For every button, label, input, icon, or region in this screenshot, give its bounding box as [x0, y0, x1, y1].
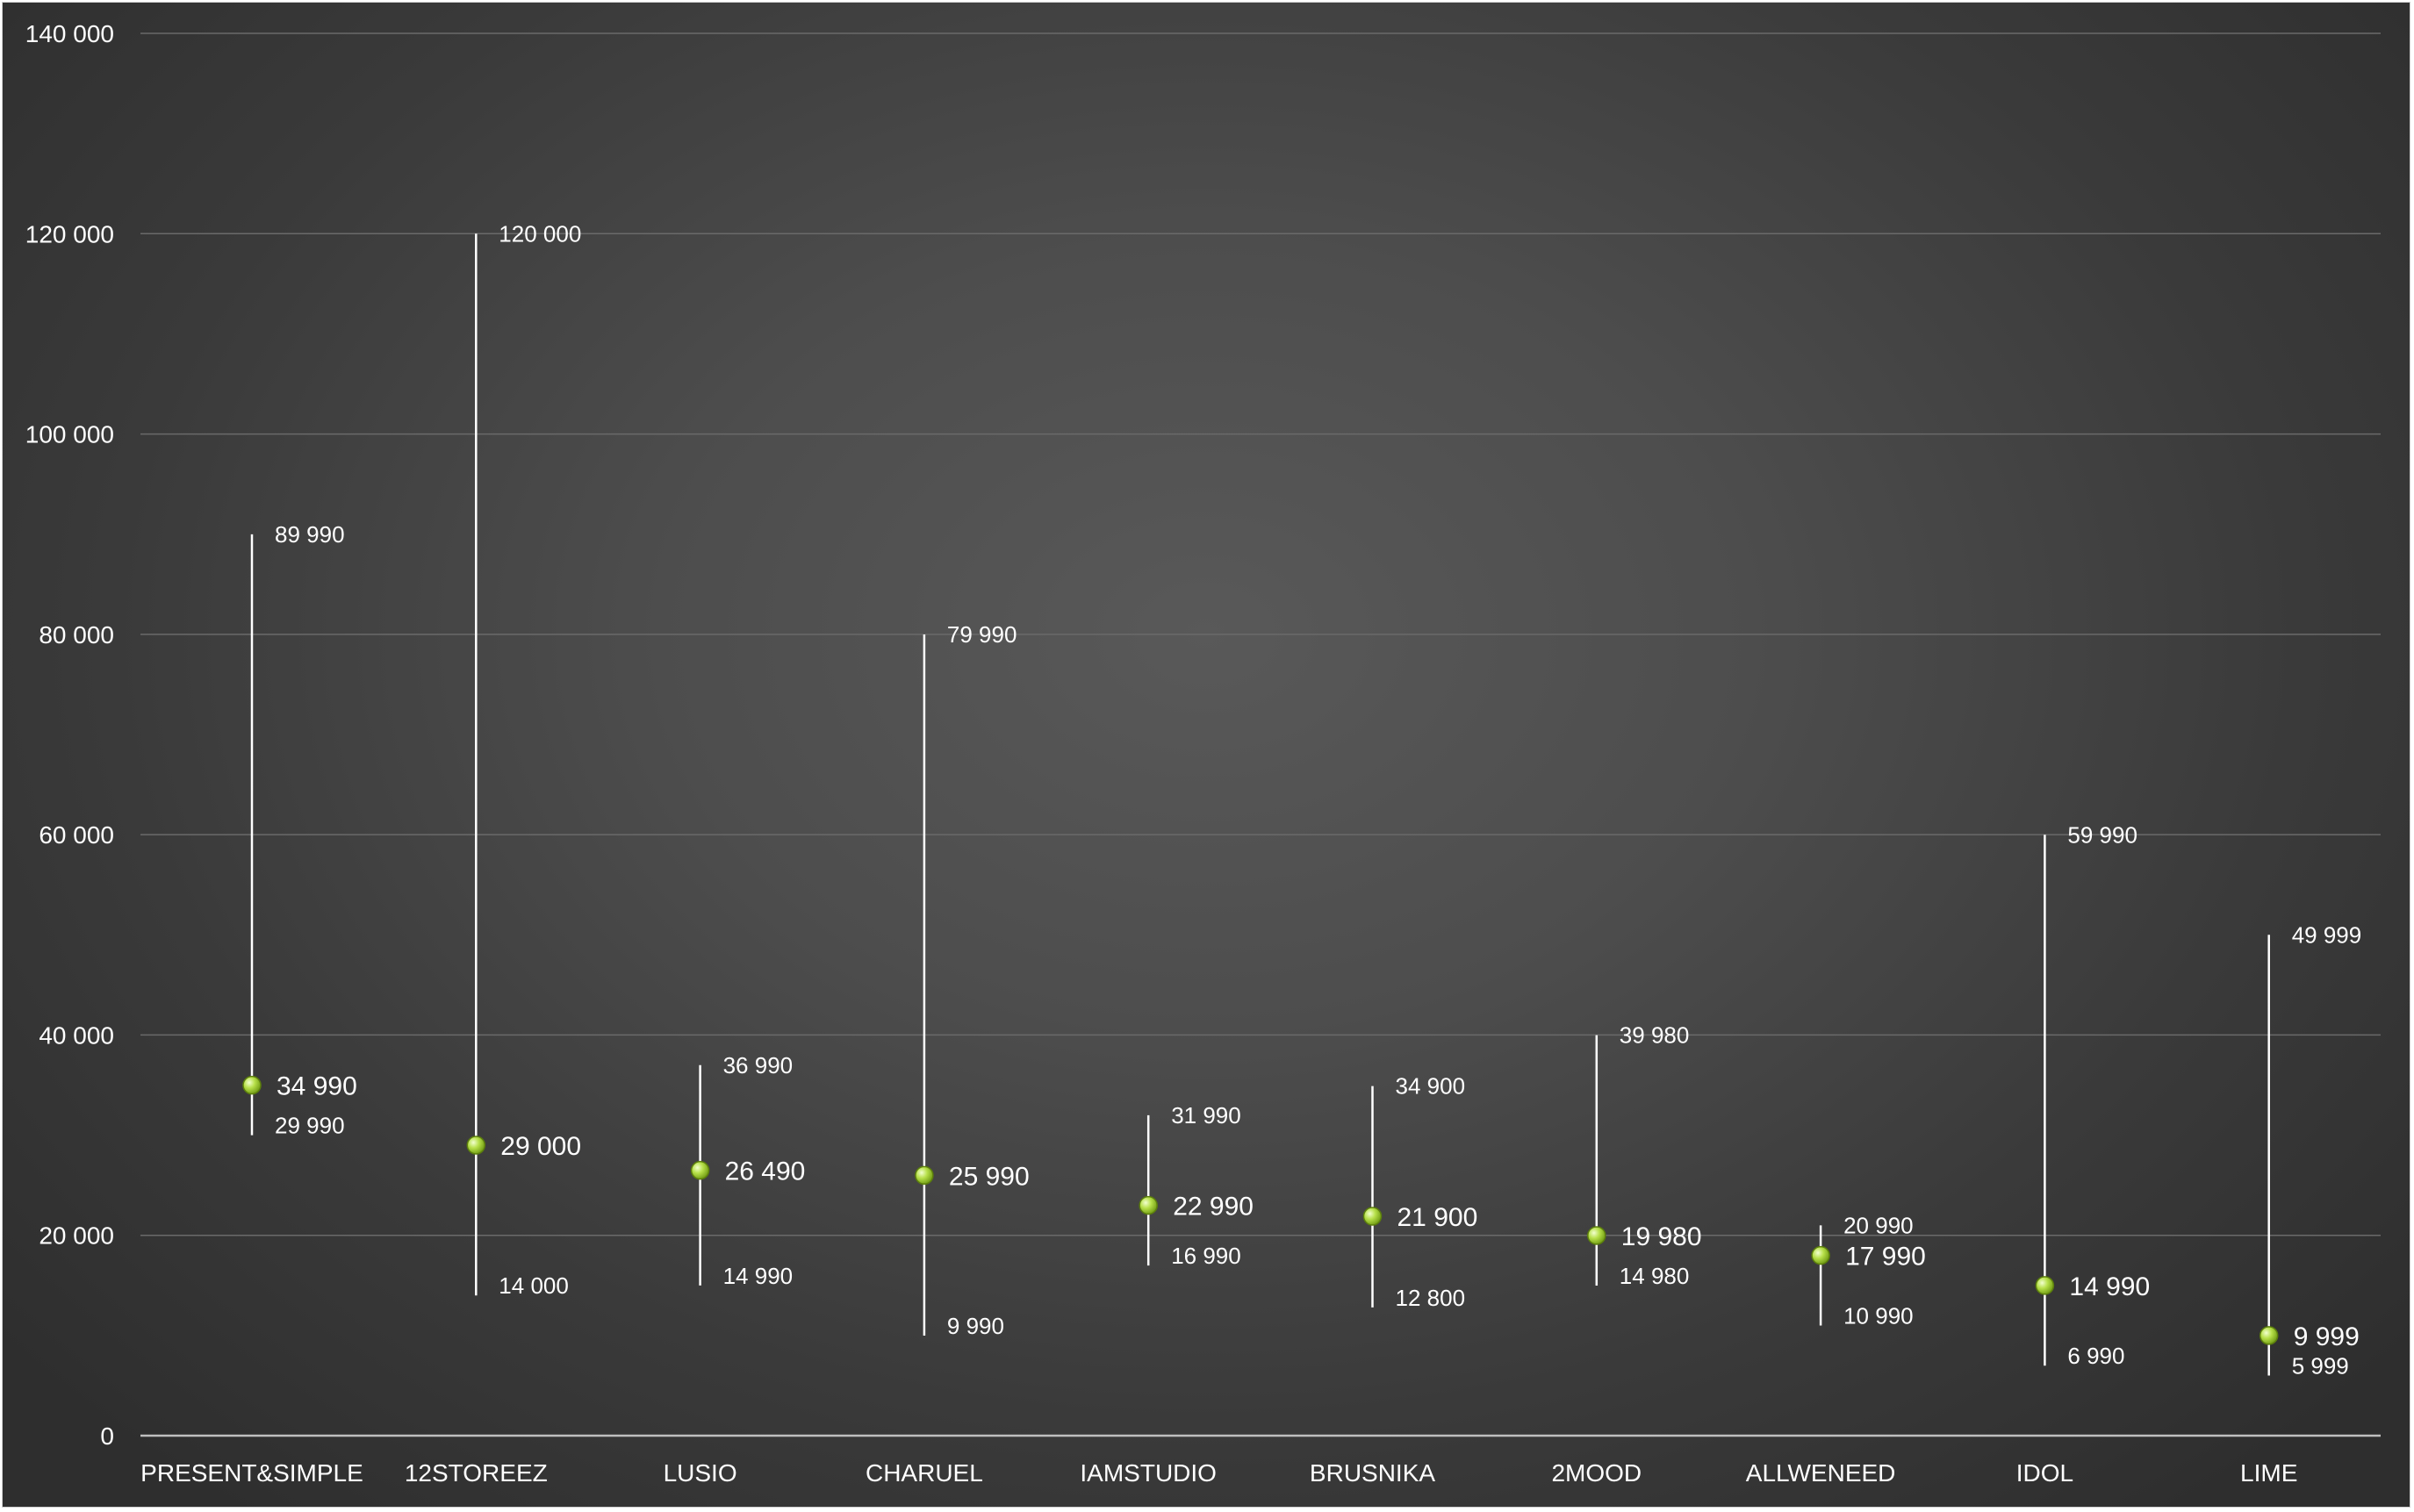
median-label: 29 000 — [500, 1132, 581, 1161]
x-tick-label: LIME — [2240, 1459, 2297, 1487]
high-label: 59 990 — [2067, 821, 2137, 848]
y-tick-label: 40 000 — [39, 1021, 114, 1049]
low-label: 5 999 — [2292, 1353, 2349, 1379]
median-label: 25 990 — [949, 1162, 1030, 1191]
median-marker — [1811, 1245, 1830, 1265]
low-label: 14 980 — [1620, 1263, 1690, 1289]
data-labels: 89 990 29 990 34 990 120 000 14 000 29 000 36 … — [275, 220, 2361, 1379]
y-tick-label: 80 000 — [39, 621, 114, 649]
high-label: 36 990 — [723, 1052, 794, 1078]
y-tick-label: 100 000 — [25, 421, 114, 448]
median-marker — [242, 1075, 262, 1095]
median-marker — [1587, 1226, 1606, 1245]
median-marker — [1362, 1207, 1383, 1226]
x-tick-label: 2MOOD — [1551, 1459, 1642, 1487]
x-tick-label: ALLWENEED — [1746, 1459, 1896, 1487]
low-label: 16 990 — [1171, 1243, 1241, 1269]
median-marker — [915, 1165, 934, 1186]
median-markers — [242, 1075, 2279, 1345]
high-label: 49 999 — [2292, 921, 2362, 948]
median-label: 26 490 — [725, 1157, 806, 1186]
x-axis: PRESENT&SIMPLE 12STOREEZ LUSIO CHARUEL IAMST… — [140, 1434, 2381, 1487]
high-label: 120 000 — [499, 220, 581, 247]
gridlines — [140, 32, 2381, 1236]
median-marker — [466, 1136, 486, 1155]
y-tick-label: 20 000 — [39, 1222, 114, 1250]
high-label: 34 900 — [1396, 1073, 1466, 1100]
low-label: 9 990 — [947, 1313, 1004, 1339]
y-axis: 0 20 000 40 000 60 000 80 000 100 000 120 000 1… — [25, 20, 114, 1450]
x-tick-label: LUSIO — [664, 1459, 737, 1487]
high-label: 39 980 — [1620, 1022, 1690, 1049]
x-tick-label: IAMSTUDIO — [1080, 1459, 1217, 1487]
median-label: 14 990 — [2069, 1272, 2150, 1301]
high-label: 79 990 — [947, 621, 1017, 648]
high-label: 20 990 — [1843, 1212, 1914, 1238]
x-tick-label: BRUSNIKA — [1310, 1459, 1435, 1487]
low-label: 14 990 — [723, 1263, 794, 1289]
median-marker — [690, 1160, 710, 1180]
high-label: 89 990 — [275, 521, 345, 548]
median-label: 9 999 — [2294, 1322, 2360, 1351]
median-marker — [2259, 1326, 2279, 1345]
x-tick-label: 12STOREEZ — [405, 1459, 548, 1487]
low-label: 29 990 — [275, 1113, 345, 1139]
range-lines — [250, 233, 2270, 1376]
median-label: 21 900 — [1397, 1203, 1478, 1232]
low-label: 14 000 — [499, 1272, 569, 1299]
x-tick-label: PRESENT&SIMPLE — [140, 1459, 363, 1487]
low-label: 10 990 — [1843, 1303, 1914, 1329]
median-marker — [1139, 1195, 1158, 1215]
y-tick-label: 0 — [100, 1422, 114, 1450]
median-label: 17 990 — [1845, 1243, 1926, 1272]
median-marker — [2035, 1276, 2055, 1295]
median-label: 19 980 — [1621, 1222, 1702, 1251]
y-tick-label: 120 000 — [25, 220, 114, 247]
y-tick-label: 140 000 — [25, 20, 114, 47]
low-label: 12 800 — [1396, 1285, 1466, 1311]
x-tick-label: IDOL — [2016, 1459, 2073, 1487]
low-label: 6 990 — [2067, 1343, 2124, 1369]
y-tick-label: 60 000 — [39, 821, 114, 849]
x-tick-label: CHARUEL — [866, 1459, 983, 1487]
median-label: 22 990 — [1173, 1193, 1254, 1222]
high-label: 31 990 — [1171, 1102, 1241, 1129]
median-label: 34 990 — [277, 1072, 357, 1101]
